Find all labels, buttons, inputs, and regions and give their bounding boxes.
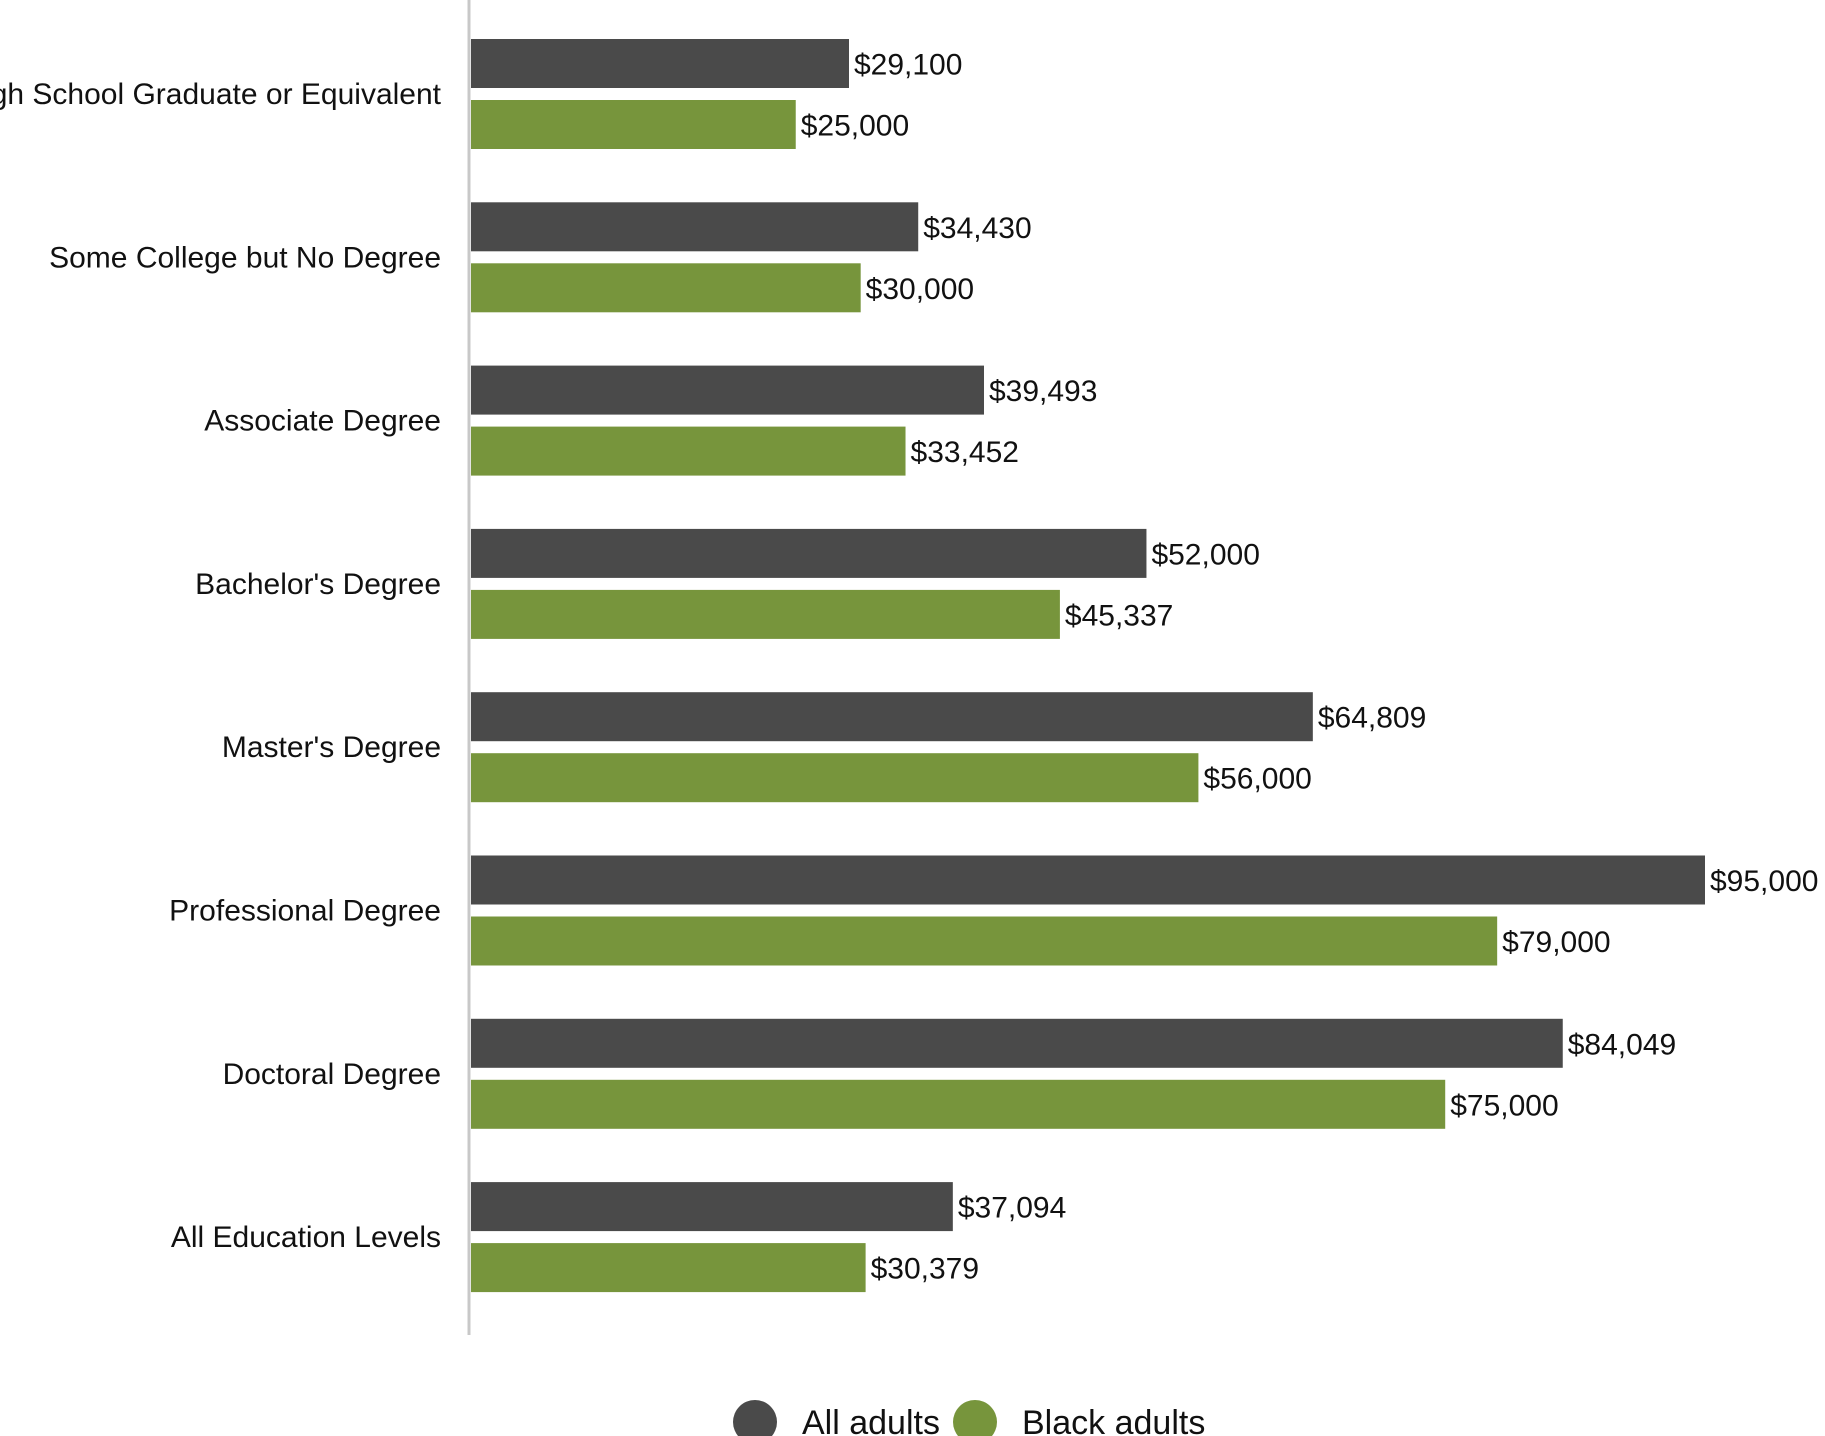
- bar: [471, 263, 861, 313]
- value-label: $34,430: [923, 212, 1031, 245]
- bar: [471, 1079, 1446, 1129]
- value-label: $75,000: [1450, 1089, 1558, 1122]
- value-label: $56,000: [1203, 763, 1311, 796]
- bar: [471, 1243, 866, 1293]
- legend-marker: [953, 1400, 997, 1436]
- bar: [471, 528, 1147, 578]
- category-label: Some College but No Degree: [49, 241, 441, 274]
- value-label: $64,809: [1318, 702, 1426, 735]
- bars-layer: [471, 39, 1705, 1293]
- bar: [471, 855, 1705, 905]
- value-label: $30,000: [866, 273, 974, 306]
- category-label: High School Graduate or Equivalent: [0, 78, 442, 111]
- bar: [471, 692, 1313, 742]
- value-label: $95,000: [1710, 865, 1818, 898]
- value-label: $84,049: [1568, 1028, 1676, 1061]
- category-label: Associate Degree: [204, 405, 441, 438]
- labels-layer: High School Graduate or Equivalent $29,10…: [0, 49, 1818, 1286]
- legend-label: All adults: [802, 1404, 940, 1436]
- value-label: $25,000: [801, 110, 909, 143]
- bar: [471, 39, 849, 88]
- bar: [471, 753, 1199, 803]
- bar: [471, 1018, 1563, 1068]
- bar: [471, 426, 906, 476]
- value-label: $79,000: [1502, 926, 1610, 959]
- value-label: $37,094: [958, 1192, 1066, 1225]
- value-label: $30,379: [871, 1253, 979, 1286]
- bar: [471, 916, 1498, 966]
- category-label: Master's Degree: [222, 731, 441, 764]
- value-label: $45,337: [1065, 599, 1173, 632]
- category-label: Professional Degree: [169, 895, 441, 928]
- bar: [471, 589, 1060, 639]
- bar: [471, 100, 796, 149]
- value-label: $29,100: [854, 49, 962, 82]
- value-label: $52,000: [1151, 538, 1259, 571]
- category-label: All Education Levels: [171, 1221, 441, 1254]
- value-label: $39,493: [989, 375, 1097, 408]
- legend-label: Black adults: [1022, 1404, 1205, 1436]
- bar: [471, 202, 919, 252]
- legend: All adults Black adults: [733, 1400, 1205, 1436]
- category-label: Bachelor's Degree: [195, 568, 441, 601]
- bar: [471, 1182, 953, 1232]
- value-label: $33,452: [911, 436, 1019, 469]
- legend-marker: [733, 1400, 777, 1436]
- bar: [471, 365, 984, 415]
- category-label: Doctoral Degree: [223, 1058, 441, 1091]
